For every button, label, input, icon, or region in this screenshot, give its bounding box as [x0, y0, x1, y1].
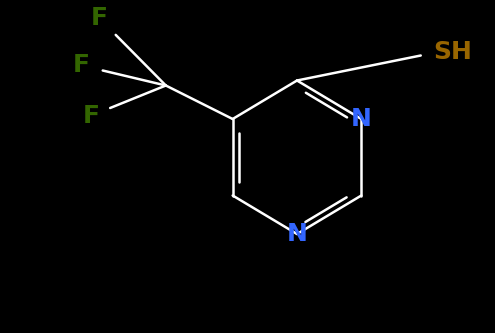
Text: F: F: [73, 54, 90, 78]
Text: N: N: [287, 222, 307, 246]
Text: N: N: [351, 107, 372, 131]
Text: F: F: [83, 104, 100, 128]
Text: F: F: [91, 6, 107, 30]
Text: SH: SH: [433, 40, 472, 64]
